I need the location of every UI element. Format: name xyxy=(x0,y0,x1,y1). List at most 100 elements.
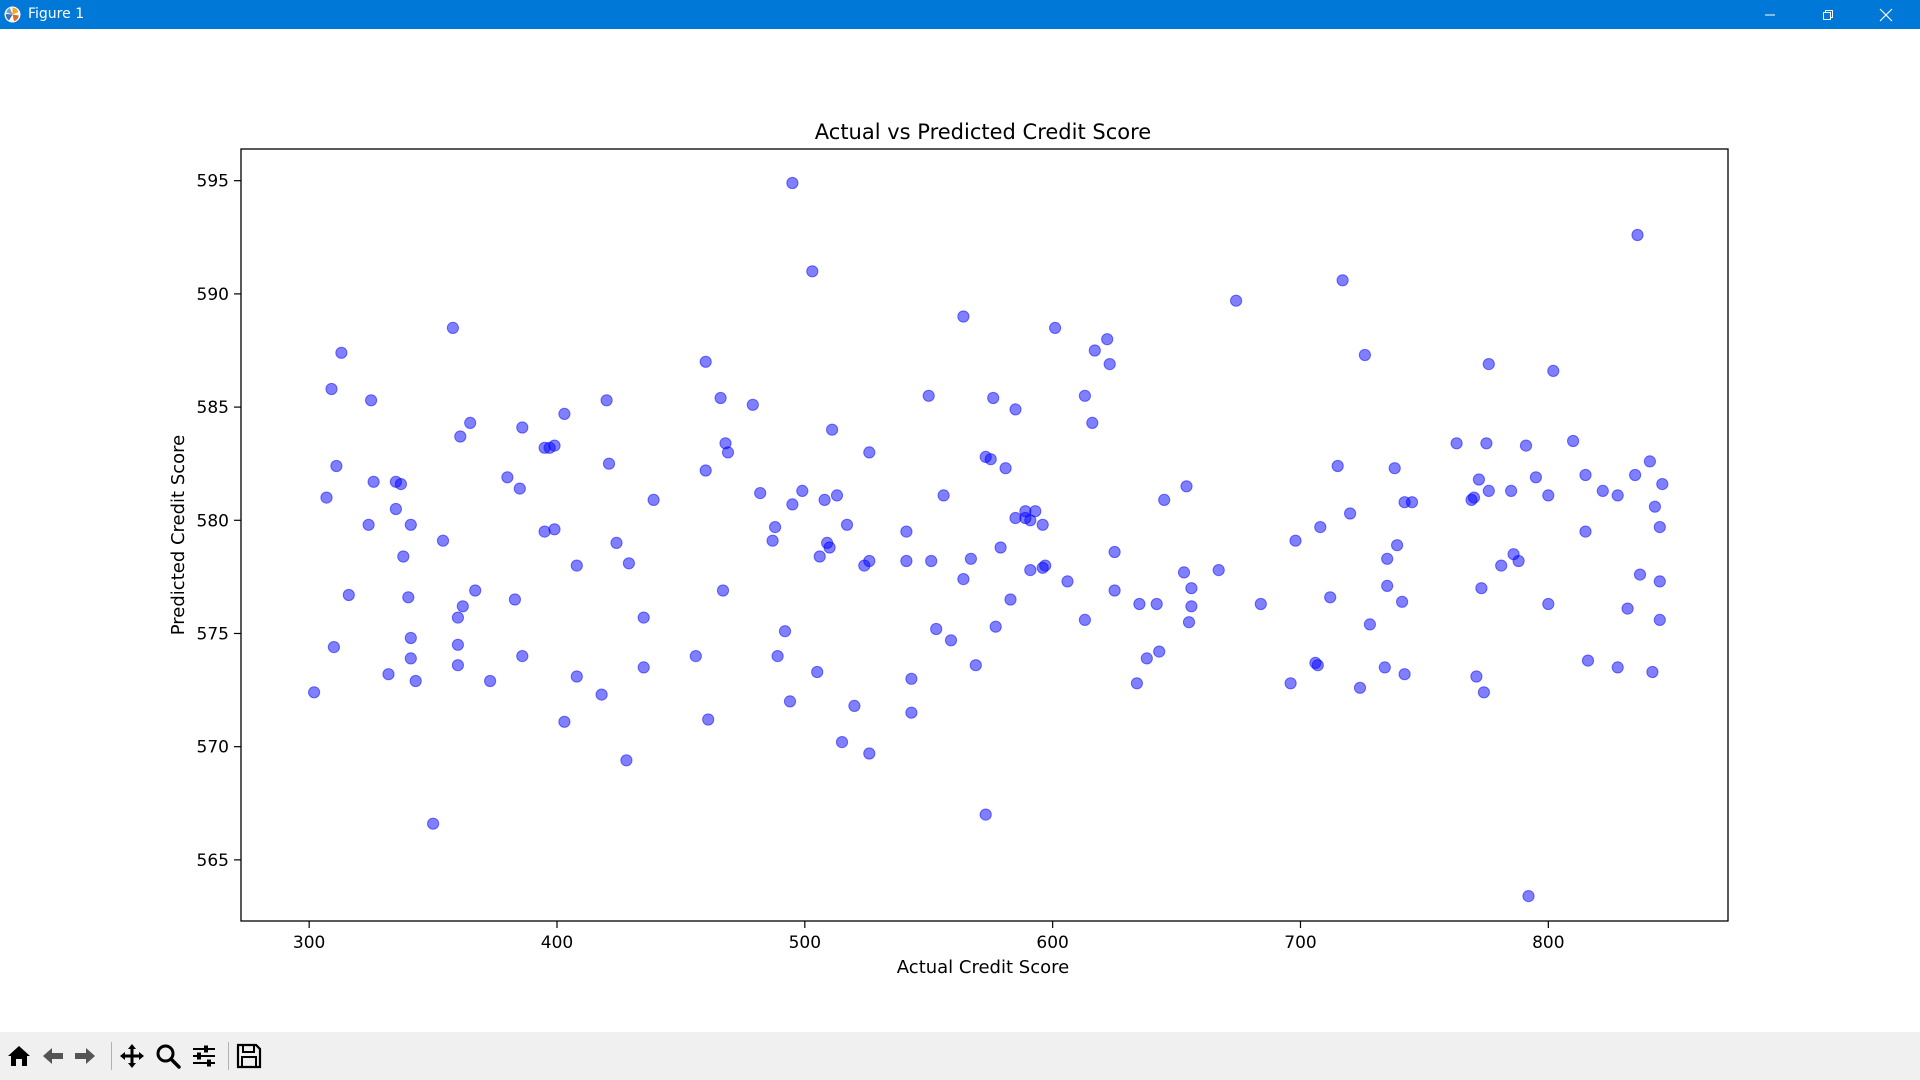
figure-canvas[interactable]: Actual vs Predicted Credit Score 300 400 5… xyxy=(0,29,1920,1032)
data-point xyxy=(548,439,561,452)
data-point xyxy=(647,493,660,506)
home-button[interactable] xyxy=(3,1040,35,1072)
data-point xyxy=(716,584,730,597)
data-point xyxy=(1289,534,1302,547)
data-point xyxy=(1049,321,1062,334)
data-point xyxy=(1656,478,1669,491)
data-point xyxy=(409,674,422,688)
toolbar-separator xyxy=(111,1042,112,1070)
data-point xyxy=(1009,403,1022,416)
data-point xyxy=(930,622,943,636)
data-point xyxy=(1596,484,1609,497)
data-point xyxy=(994,541,1007,554)
data-point xyxy=(964,552,978,565)
save-button[interactable] xyxy=(233,1040,265,1072)
data-point xyxy=(397,550,410,563)
configure-subplots-button[interactable] xyxy=(188,1040,220,1072)
data-point xyxy=(1611,489,1624,502)
data-point xyxy=(1472,473,1486,486)
data-point xyxy=(699,355,712,368)
data-point xyxy=(570,559,583,572)
data-point xyxy=(1101,333,1114,346)
forward-button[interactable] xyxy=(69,1040,101,1072)
pan-button[interactable] xyxy=(116,1040,148,1072)
close-button[interactable] xyxy=(1857,0,1915,29)
data-point xyxy=(637,611,650,624)
data-point xyxy=(427,817,440,830)
data-point xyxy=(1039,559,1052,572)
data-point xyxy=(835,736,849,749)
data-point xyxy=(1581,654,1595,667)
data-point xyxy=(1358,348,1372,362)
data-point xyxy=(570,670,583,683)
data-point xyxy=(1158,493,1171,506)
data-point xyxy=(1378,661,1391,674)
data-point xyxy=(1153,645,1166,658)
zoom-button[interactable] xyxy=(152,1040,184,1072)
data-point xyxy=(454,430,467,443)
data-point xyxy=(1621,602,1634,615)
data-point xyxy=(501,471,514,484)
data-point xyxy=(538,525,551,538)
maximize-button[interactable] xyxy=(1799,0,1857,29)
data-point xyxy=(404,518,417,531)
data-point xyxy=(806,265,819,278)
y-tick-label: 595 xyxy=(197,172,229,192)
data-point xyxy=(365,394,378,407)
data-point xyxy=(389,502,402,516)
chart-title: Actual vs Predicted Credit Score xyxy=(815,120,1151,144)
data-point xyxy=(1482,358,1495,371)
data-point xyxy=(451,611,464,624)
data-point xyxy=(984,453,997,466)
data-point xyxy=(1254,597,1267,611)
x-tick-label: 300 xyxy=(293,933,325,953)
y-tick-label: 580 xyxy=(197,511,229,531)
y-tick-label: 575 xyxy=(197,624,229,644)
data-point xyxy=(436,534,450,547)
data-point xyxy=(1004,593,1017,606)
home-icon xyxy=(8,1046,30,1066)
minimize-button[interactable] xyxy=(1741,0,1799,29)
data-point xyxy=(937,489,950,502)
data-point xyxy=(1470,670,1483,683)
data-point xyxy=(362,518,375,531)
data-point xyxy=(1353,681,1367,694)
data-point xyxy=(1542,597,1555,611)
data-point xyxy=(1633,568,1647,581)
data-point xyxy=(402,591,415,604)
data-point xyxy=(451,638,464,651)
data-point xyxy=(778,625,792,638)
data-point xyxy=(308,686,321,699)
data-point xyxy=(796,484,809,497)
data-point xyxy=(1631,228,1644,242)
data-point xyxy=(1547,364,1560,377)
y-axis: 565 570 575 580 585 590 595 xyxy=(197,172,241,871)
x-tick-label: 600 xyxy=(1036,933,1068,953)
data-point xyxy=(1177,566,1191,579)
data-point xyxy=(1381,552,1394,565)
data-point xyxy=(1314,521,1327,534)
data-point xyxy=(456,600,469,613)
data-point xyxy=(957,573,970,586)
data-point xyxy=(622,557,636,570)
data-point xyxy=(1331,459,1344,473)
data-point xyxy=(1450,437,1463,450)
data-point xyxy=(813,550,826,563)
data-point xyxy=(320,491,333,504)
plot-frame xyxy=(240,148,1729,922)
data-point xyxy=(1643,455,1657,468)
data-point xyxy=(1029,505,1042,518)
data-point xyxy=(1477,686,1491,699)
back-button[interactable] xyxy=(37,1040,69,1072)
x-tick-label: 700 xyxy=(1284,933,1316,953)
data-point xyxy=(769,521,782,534)
data-point xyxy=(1629,468,1642,482)
y-axis-label: Predicted Credit Score xyxy=(168,435,189,636)
data-point xyxy=(451,659,464,672)
data-point xyxy=(1088,344,1101,357)
data-point xyxy=(1140,652,1153,665)
data-point xyxy=(786,176,799,190)
data-point xyxy=(957,310,970,323)
data-point xyxy=(620,754,633,767)
data-point xyxy=(987,391,1000,405)
